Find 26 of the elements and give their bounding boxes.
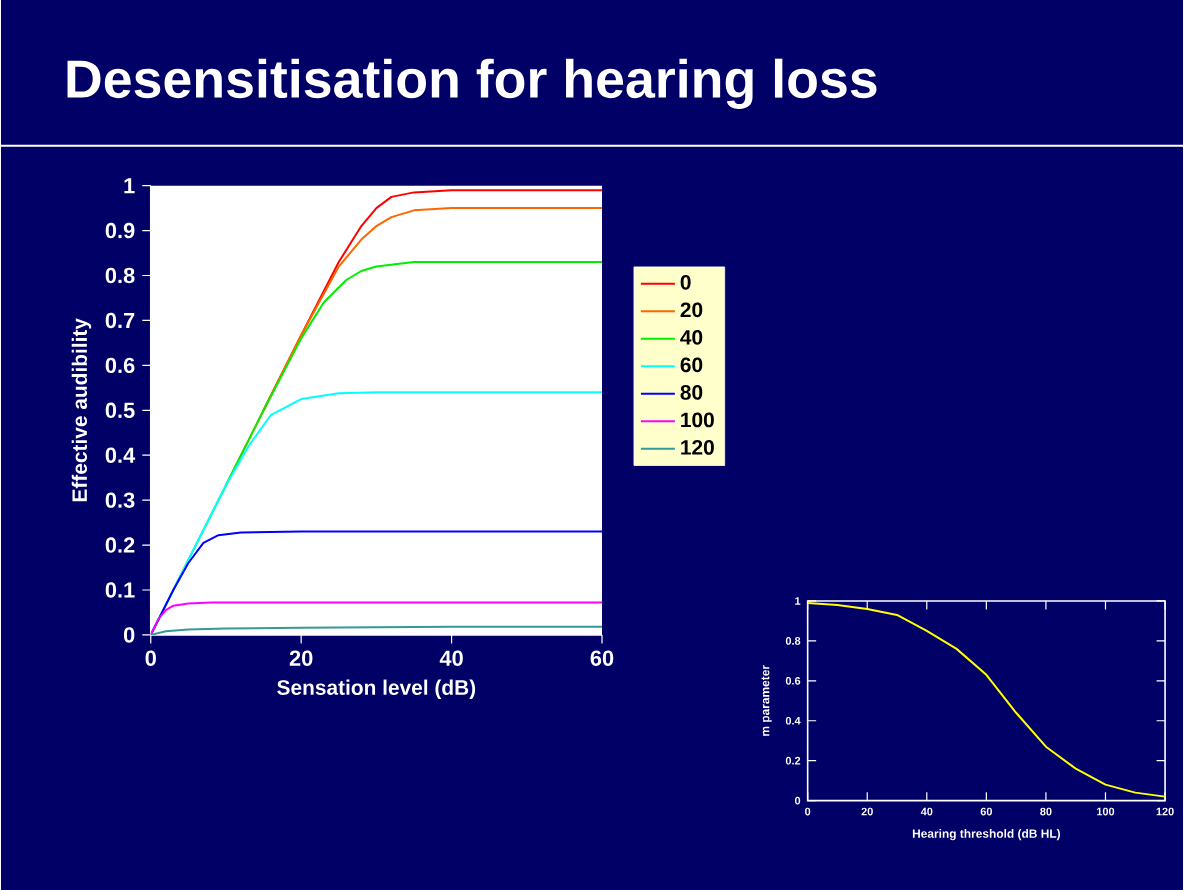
y-tick-label: 0.8 (105, 267, 135, 284)
legend-label: 40 (680, 329, 703, 345)
x-tick-label: 60 (590, 650, 614, 666)
legend-label: 0 (680, 274, 691, 290)
y-tick-label: 0.6 (105, 357, 135, 373)
y-tick-label: 0 (123, 626, 135, 643)
y-tick-label: 0.3 (105, 492, 135, 508)
y-tick-label: 0.1 (105, 582, 135, 598)
legend-label: 120 (681, 439, 714, 455)
legend-label: 20 (680, 302, 703, 317)
x-axis-title: Sensation level (dB) (277, 679, 476, 699)
y-tick-label: 0.9 (105, 222, 135, 239)
legend-label: 100 (681, 412, 714, 428)
x-tick-label: 40 (439, 650, 463, 666)
y-tick-label: 0.5 (105, 402, 135, 418)
x-tick-label: 20 (289, 650, 313, 666)
chart-title: Desensitisation for hearing loss (67, 58, 877, 109)
y-tick-label: 1 (124, 177, 135, 193)
legend-label: 60 (680, 357, 703, 373)
y-tick-label: 0.7 (105, 312, 135, 328)
y-axis-title: Effective audibility (71, 317, 92, 501)
x-tick-label: 0 (145, 650, 156, 666)
y-tick-label: 0.4 (105, 447, 136, 463)
y-tick-label: 0.2 (105, 537, 135, 553)
legend-label: 80 (680, 384, 703, 400)
line-series (807, 601, 1166, 798)
